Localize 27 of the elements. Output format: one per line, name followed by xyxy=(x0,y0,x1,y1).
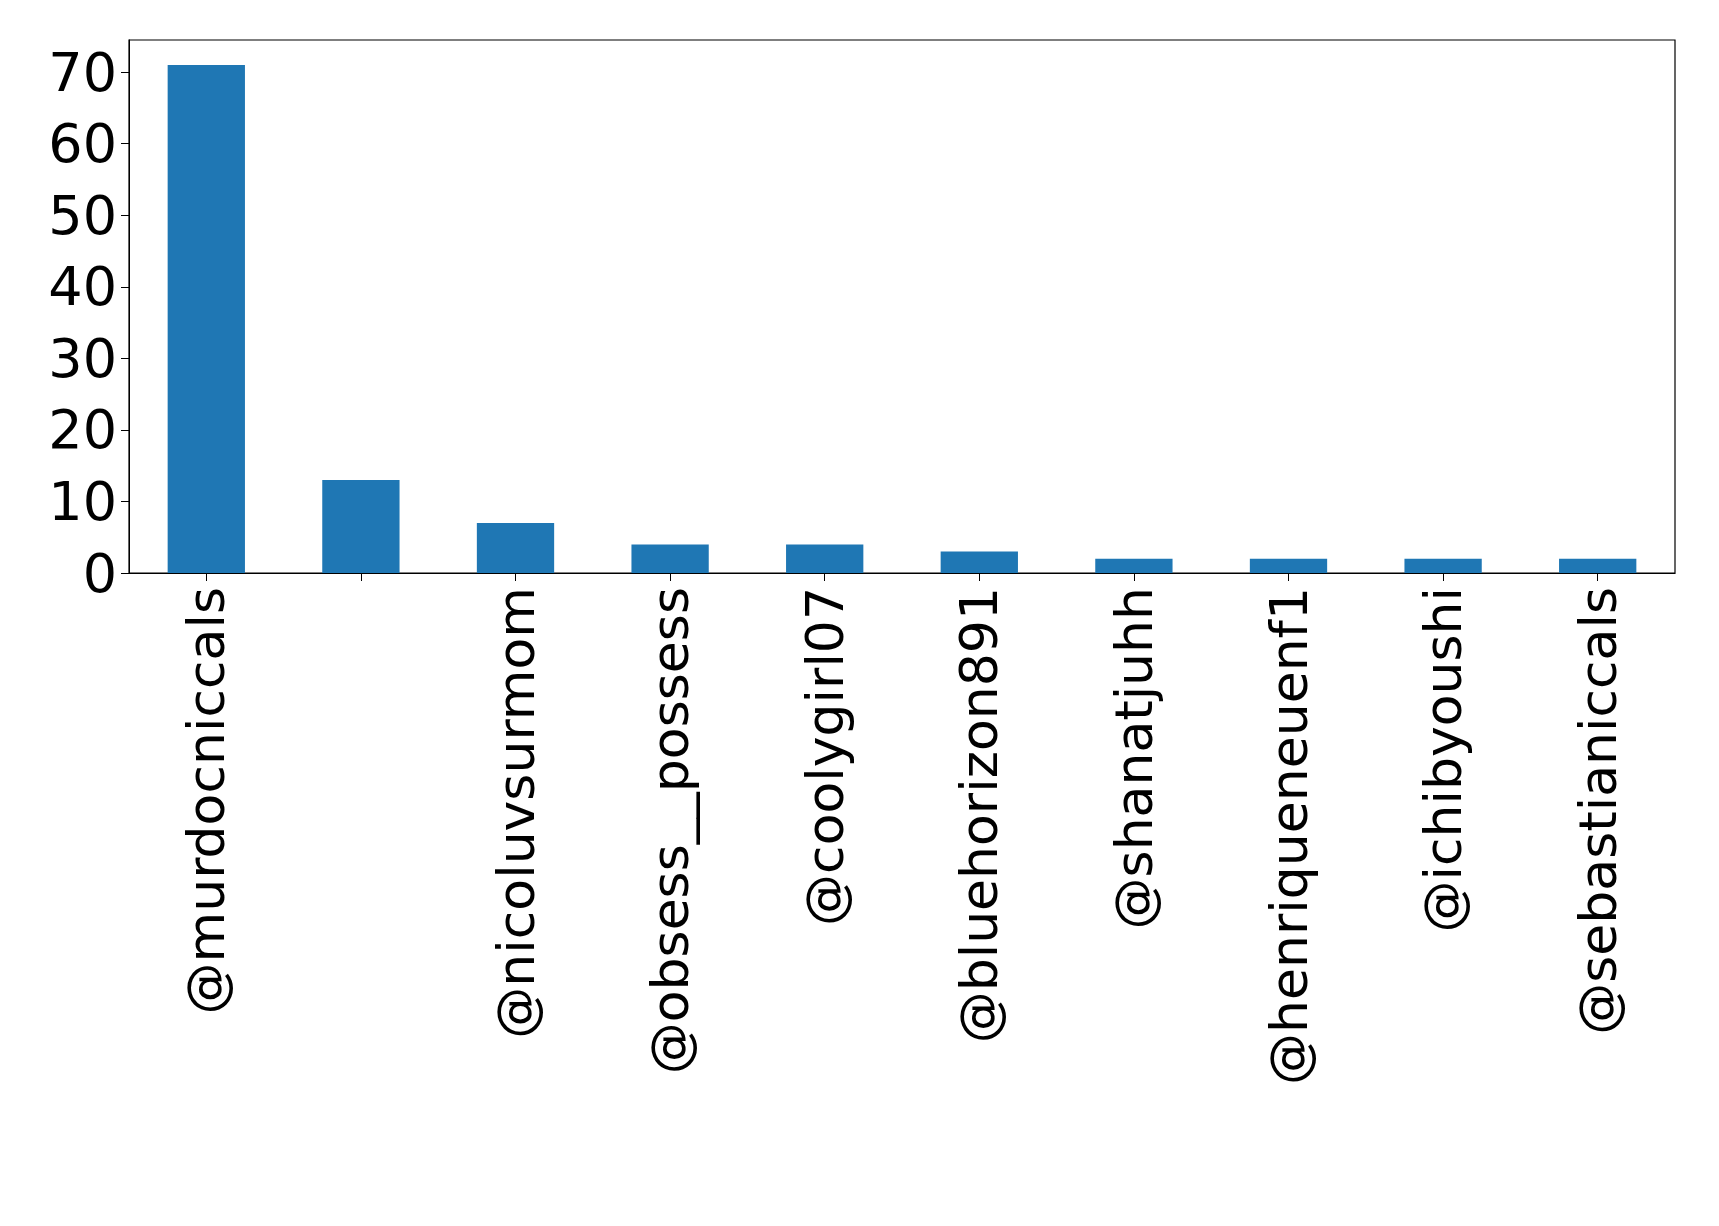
bar xyxy=(1095,558,1173,573)
bar xyxy=(1249,558,1328,573)
y-tick-label: 50 xyxy=(48,183,117,247)
y-tick-label: 60 xyxy=(48,112,117,176)
bar xyxy=(786,544,864,573)
bar xyxy=(1404,558,1482,573)
y-tick-label: 30 xyxy=(48,326,117,390)
x-tick-label: @nicoluvsurmom xyxy=(485,587,546,1039)
bar xyxy=(940,551,1018,573)
y-tick-label: 40 xyxy=(48,255,117,319)
x-tick-label: @ichibyoushi xyxy=(1413,587,1474,933)
y-tick-label: 10 xyxy=(48,469,117,533)
x-tick-label: @coolygirl07 xyxy=(794,587,855,926)
y-tick-label: 70 xyxy=(48,40,117,104)
bar xyxy=(476,522,555,573)
y-tick-label: 0 xyxy=(82,541,117,605)
bar xyxy=(631,544,709,573)
x-tick-label: @murdocniccals xyxy=(176,587,237,1015)
bar xyxy=(167,65,245,573)
y-tick-label: 20 xyxy=(48,398,117,462)
x-tick-label: @obsess__possess xyxy=(640,587,701,1075)
x-tick-label: @shanatjuhh xyxy=(1103,587,1164,930)
x-tick-label: @henriqueneuenf1 xyxy=(1258,587,1319,1085)
x-tick-label: @sebastianiccals xyxy=(1567,587,1628,1035)
bar xyxy=(322,479,400,573)
bar xyxy=(1559,558,1637,573)
x-tick-label: @bluehorizon891 xyxy=(949,587,1010,1044)
